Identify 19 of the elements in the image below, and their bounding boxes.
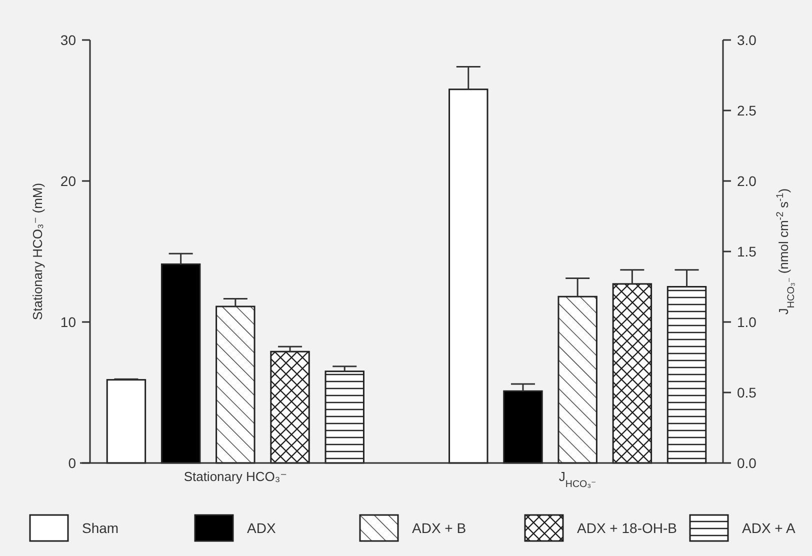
- y2-tick-label: 0.5: [737, 384, 757, 400]
- x-tick-label: J$_{HCO₃⁻}$: [558, 469, 596, 490]
- y2-tick-label: 1.0: [737, 314, 757, 330]
- y-tick-label: 0: [68, 454, 76, 471]
- y-tick-label: 20: [60, 172, 76, 189]
- y2-tick-label: 2.5: [737, 102, 757, 118]
- x-tick-label: Stationary HCO₃⁻: [184, 469, 288, 484]
- y-tick-label: 10: [60, 314, 76, 330]
- legend-label: ADX + A: [742, 520, 796, 536]
- y2-tick-label: 0.0: [737, 454, 757, 471]
- legend-label: ADX: [247, 520, 276, 536]
- y2-tick-label: 2.0: [737, 172, 757, 189]
- legend-label: ADX + B: [412, 520, 466, 536]
- legend-label: Sham: [82, 520, 119, 536]
- y-axis-title: Stationary HCO₃⁻ (mM): [30, 182, 45, 320]
- y2-tick-label: 3.0: [737, 32, 757, 48]
- legend-label: ADX + 18-OH-B: [577, 520, 677, 536]
- y2-tick-label: 1.5: [737, 243, 757, 260]
- y-tick-label: 30: [60, 32, 76, 48]
